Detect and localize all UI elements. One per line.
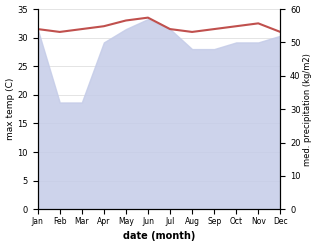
X-axis label: date (month): date (month) — [123, 231, 195, 242]
Y-axis label: med. precipitation (kg/m2): med. precipitation (kg/m2) — [303, 53, 313, 165]
Y-axis label: max temp (C): max temp (C) — [5, 78, 15, 140]
